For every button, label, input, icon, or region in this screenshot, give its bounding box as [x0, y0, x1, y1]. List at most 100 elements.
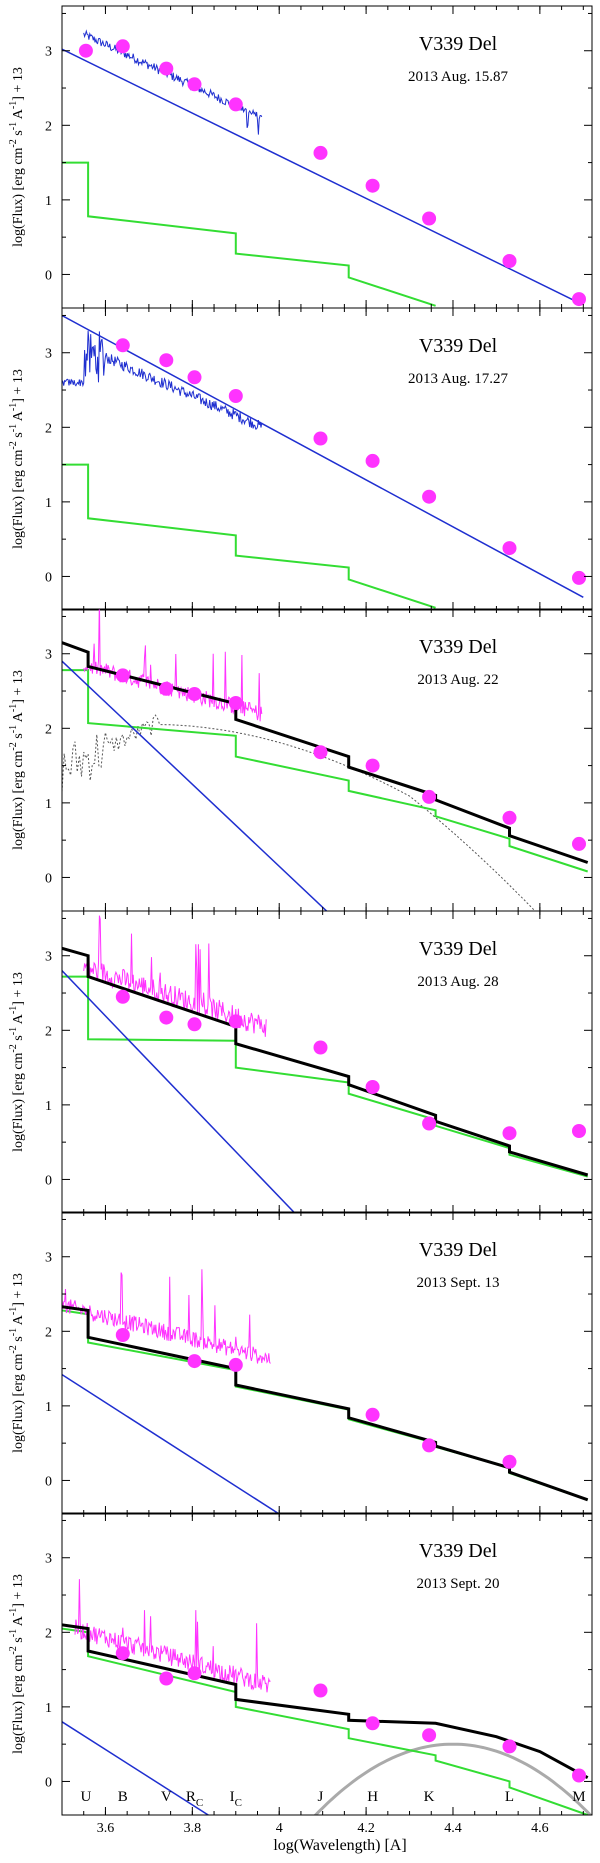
observed-spectrum-line: [74, 1579, 271, 1693]
photometry-point: [228, 97, 243, 112]
band-letter: V: [161, 1789, 172, 1805]
y-axis-label-superscript: -1: [8, 1629, 19, 1637]
y-axis-label-superscript: -1: [8, 704, 19, 712]
panel-title: V339 Del: [419, 636, 498, 658]
photometry-point: [365, 1716, 380, 1731]
hot-component-line: [62, 1721, 210, 1815]
plot-area: [62, 1269, 589, 1514]
band-subscript: C: [196, 1797, 203, 1809]
cool-component-line: [62, 161, 436, 307]
panel-frame: [61, 307, 593, 611]
photometry-point: [422, 211, 437, 226]
y-tick-label: 1: [45, 194, 52, 209]
y-tick-label: 2: [45, 722, 52, 737]
panel-3: 0 1 2 3 V339 Del 2013 Aug. 22 log(Flux) [erg c…: [8, 608, 593, 912]
photometry-point: [187, 1666, 202, 1681]
y-tick-label: 3: [45, 648, 52, 663]
y-axis-label-text: s: [11, 733, 26, 742]
photometry-point: [228, 389, 243, 403]
band-label: H: [367, 1789, 378, 1805]
photometry-point: [187, 1354, 202, 1369]
photometry-point: [422, 789, 437, 804]
y-axis-label-superscript: -1: [8, 1608, 19, 1616]
photometry-point: [502, 1739, 517, 1754]
band-label: RC: [186, 1789, 203, 1809]
panel-1: 0 1 2 3 V339 Del 2013 Aug. 15.87 log(Flux) [er…: [8, 5, 593, 309]
y-axis-label-superscript: -2: [8, 1044, 19, 1052]
photometry-point: [502, 1126, 517, 1141]
photometry-point: [159, 681, 174, 696]
y-axis-label-text: ] + 13: [11, 369, 26, 403]
photometry-point: [502, 810, 517, 825]
photometry-point: [159, 1010, 174, 1025]
y-tick-label: 3: [45, 45, 52, 60]
panel-subtitle: 2013 Aug. 22: [417, 672, 498, 688]
y-axis-label-text: s: [11, 1637, 26, 1646]
band-label: M: [572, 1789, 585, 1805]
y-tick-label: 0: [45, 1474, 52, 1489]
y-axis-label-superscript: -2: [8, 441, 19, 449]
photometry-point: [572, 570, 586, 585]
hot-component-line: [62, 314, 584, 598]
y-tick-label: 1: [45, 496, 52, 511]
band-letter: J: [318, 1789, 324, 1805]
photometry-point: [422, 1728, 437, 1743]
band-letter: R: [186, 1789, 196, 1805]
plot-area: [62, 609, 589, 911]
y-axis-label-text: log(Flux) [erg cm: [11, 750, 26, 849]
photometry-point: [228, 1014, 243, 1029]
plot-area: [62, 1579, 592, 1815]
observed-spectrum-line: [83, 29, 263, 135]
y-axis-label-text: log(Flux) [erg cm: [11, 1654, 26, 1753]
y-tick-label: 2: [45, 1626, 52, 1641]
y-axis-label-text: A: [11, 410, 26, 424]
y-tick-label: 0: [45, 1173, 52, 1188]
photometry-point: [313, 145, 328, 160]
y-tick-label: 1: [45, 1099, 52, 1114]
y-axis-label-superscript: -1: [8, 725, 19, 733]
photometry-point: [572, 836, 586, 851]
cool-component-line: [62, 1627, 589, 1815]
y-tick-label: 1: [45, 797, 52, 812]
hot-component-line: [62, 660, 328, 911]
band-subscript: C: [235, 1797, 242, 1809]
photometry-point: [365, 178, 380, 193]
panel-title: V339 Del: [419, 335, 498, 357]
y-axis-label-text: log(Flux) [erg cm: [11, 449, 26, 548]
photometry-point: [365, 453, 380, 468]
photometry-point: [115, 668, 130, 683]
y-tick-label: 2: [45, 1024, 52, 1039]
total-model-line: [62, 641, 589, 864]
observed-spectrum-line: [83, 609, 263, 722]
plot-area: [62, 29, 586, 307]
band-label: B: [118, 1789, 128, 1805]
panel-title: V339 Del: [419, 1540, 498, 1562]
y-axis-label-text: s: [11, 1035, 26, 1044]
y-axis-label: log(Flux) [erg cm-2 s-1 A-1] + 13: [8, 369, 26, 549]
photometry-point: [502, 254, 517, 268]
plot-area: [62, 314, 586, 609]
x-tick-label: 4.2: [357, 1821, 375, 1836]
photometry-point: [115, 1328, 130, 1342]
photometry-point: [187, 77, 202, 92]
y-axis-label: log(Flux) [erg cm-2 s-1 A-1] + 13: [8, 670, 26, 850]
y-axis-label-text: log(Flux) [erg cm: [11, 1052, 26, 1151]
photometry-point: [115, 1646, 130, 1661]
observed-spectrum-line: [62, 1269, 271, 1364]
y-tick-label: 2: [45, 1325, 52, 1340]
y-axis-label-text: s: [11, 1336, 26, 1345]
panel-frame: [61, 910, 593, 1214]
y-axis-label-superscript: -1: [8, 1307, 19, 1315]
y-axis-label-text: s: [11, 130, 26, 139]
panel-6: 0 1 2 3 V339 Del 2013 Sept. 20 log(Flux) [erg …: [8, 1512, 593, 1836]
cool-component-line: [62, 463, 436, 609]
photometry-point: [572, 1124, 586, 1138]
panel-title: V339 Del: [419, 1239, 498, 1261]
y-tick-label: 3: [45, 950, 52, 965]
y-axis-label: log(Flux) [erg cm-2 s-1 A-1] + 13: [8, 67, 26, 247]
y-axis-label-text: log(Flux) [erg cm: [11, 1353, 26, 1452]
band-letter: I: [230, 1789, 235, 1805]
y-axis-label-superscript: -1: [8, 403, 19, 411]
panel-2: 0 1 2 3 V339 Del 2013 Aug. 17.27 log(Flux) [er…: [8, 307, 593, 611]
